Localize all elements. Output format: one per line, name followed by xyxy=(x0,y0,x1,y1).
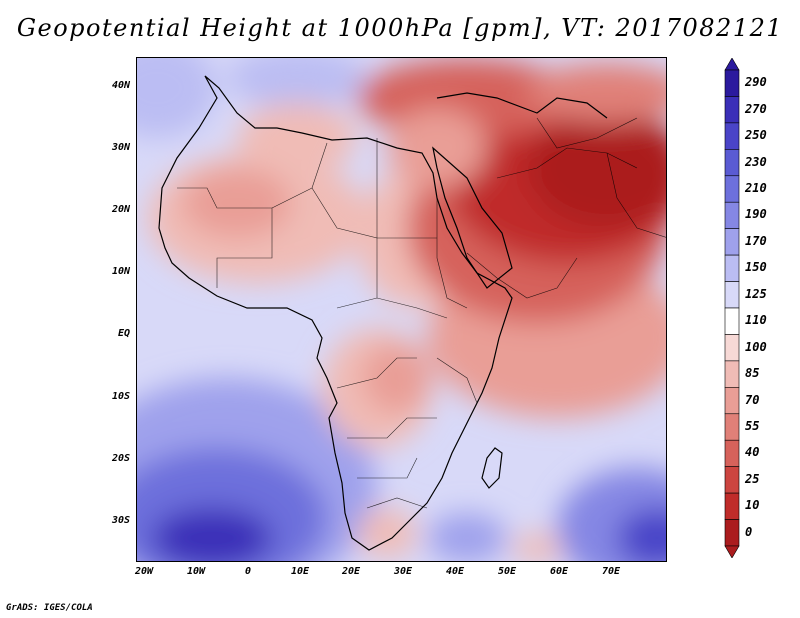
lat-label: 10S xyxy=(111,391,130,402)
colorbar-swatch xyxy=(724,387,740,415)
colorbar-swatch xyxy=(724,334,740,362)
colorbar-tick-label: 250 xyxy=(745,128,767,143)
colorbar-tick-label: 85 xyxy=(745,366,760,381)
height-field xyxy=(137,58,666,561)
lat-label: 30N xyxy=(111,142,130,153)
lat-label: 30S xyxy=(111,515,130,526)
colorbar-swatch xyxy=(724,307,740,335)
colorbar-tick-label: 55 xyxy=(745,419,760,433)
lon-label: 10E xyxy=(290,566,310,577)
colorbar-tick-label: 0 xyxy=(745,524,753,539)
lat-label: 40N xyxy=(111,80,130,91)
colorbar-tick-label: 10 xyxy=(745,498,760,513)
lon-label: 30E xyxy=(393,566,413,577)
lon-label: 10W xyxy=(186,566,206,577)
lon-label: 40E xyxy=(445,566,465,577)
chart-title: Geopotential Height at 1000hPa [gpm], VT… xyxy=(16,14,784,42)
colorbar-tick-label: 290 xyxy=(745,75,767,90)
colorbar-swatch xyxy=(724,175,740,203)
lat-label: EQ xyxy=(117,328,130,339)
colorbar-tick-label: 170 xyxy=(745,233,767,248)
colorbar-swatch xyxy=(724,254,740,282)
colorbar-swatch xyxy=(724,69,740,97)
colorbar-tick-label: 70 xyxy=(745,392,760,407)
colorbar-max-arrow xyxy=(724,58,740,71)
colorbar-swatch xyxy=(724,96,740,124)
colorbar-tick-label: 190 xyxy=(745,207,767,222)
lon-label: 0 xyxy=(244,566,252,577)
lon-label: 50E xyxy=(497,566,517,577)
lon-label: 60E xyxy=(549,566,569,577)
colorbar-swatch xyxy=(724,228,740,256)
colorbar-tick-label: 125 xyxy=(745,286,767,301)
colorbar-tick-label: 110 xyxy=(745,313,767,328)
coastline-outline xyxy=(158,75,608,551)
colorbar-tick-label: 230 xyxy=(745,154,767,169)
colorbar-swatch xyxy=(724,360,740,388)
colorbar-swatch xyxy=(724,466,740,494)
lat-label: 20S xyxy=(111,453,130,464)
colorbar-tick-label: 100 xyxy=(745,339,767,354)
lon-label: 20W xyxy=(134,566,154,577)
colorbar-min-arrow xyxy=(724,545,740,558)
colorbar xyxy=(724,58,740,558)
colorbar-swatch xyxy=(724,122,740,150)
colorbar-swatch xyxy=(724,201,740,229)
colorbar-swatch xyxy=(724,149,740,177)
colorbar-tick-label: 150 xyxy=(745,260,767,275)
colorbar-swatch xyxy=(724,439,740,467)
colorbar-swatch xyxy=(724,492,740,520)
country-borders xyxy=(177,117,666,509)
colorbar-swatch xyxy=(724,281,740,309)
lon-label: 70E xyxy=(601,566,621,577)
colorbar-swatch xyxy=(724,413,740,441)
map-panel xyxy=(136,57,667,562)
colorbar-tick-label: 210 xyxy=(745,181,767,195)
lon-label: 20E xyxy=(341,566,361,577)
colorbar-tick-label: 40 xyxy=(745,445,760,460)
lat-label: 10N xyxy=(111,266,130,277)
credit-text: GrADS: IGES/COLA xyxy=(6,603,93,613)
colorbar-tick-label: 25 xyxy=(745,471,760,486)
colorbar-swatch xyxy=(724,519,740,547)
colorbar-tick-label: 270 xyxy=(745,101,767,116)
lat-label: 20N xyxy=(111,204,130,215)
geopotential-map xyxy=(137,58,666,561)
